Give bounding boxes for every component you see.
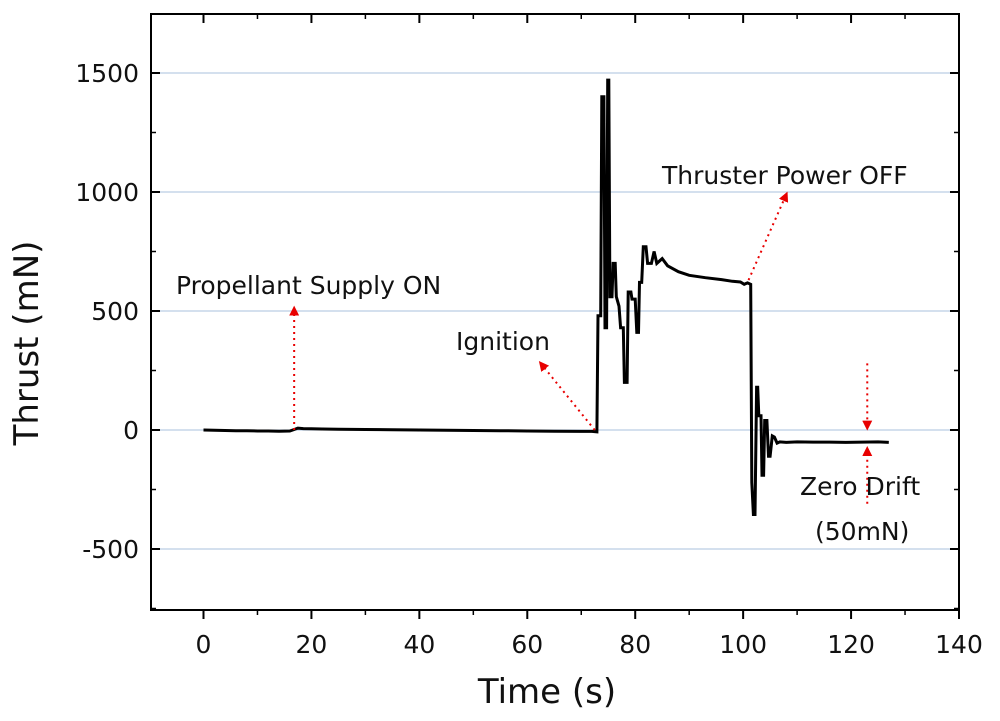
axis-ticks: [151, 14, 960, 619]
x-tick-label: 140: [935, 630, 983, 659]
plot-background: [151, 14, 959, 610]
x-axis-title: Time (s): [477, 672, 616, 712]
y-tick-label: -500: [82, 535, 139, 564]
x-tick-label: 80: [619, 630, 651, 659]
x-tick-labels: 0 20 40 60 80 100 120 140: [196, 630, 983, 659]
annotation-zero-drift: Zero Drift: [800, 472, 920, 501]
series-line-thrust: [203, 78, 889, 516]
annotation-arrow: [538, 361, 596, 431]
y-tick-label: 1000: [75, 178, 139, 207]
x-tick-label: 100: [719, 630, 767, 659]
y-tick-labels: -500 0 500 1000 1500: [75, 59, 139, 564]
x-tick-label: 120: [827, 630, 875, 659]
x-tick-label: 20: [296, 630, 328, 659]
annotation-zero-drift-value: (50mN): [815, 517, 909, 546]
x-tick-label: 60: [511, 630, 543, 659]
annotation-arrow: [747, 191, 789, 281]
annotation-propellant-supply-on: Propellant Supply ON: [176, 271, 441, 300]
y-tick-label: 500: [91, 297, 139, 326]
annotation-thruster-power-off: Thruster Power OFF: [661, 161, 908, 190]
x-tick-label: 0: [196, 630, 212, 659]
series-layer: [203, 78, 889, 516]
annotation-ignition: Ignition: [456, 327, 550, 356]
annotation-arrows: [289, 191, 873, 504]
y-tick-label: 0: [123, 416, 139, 445]
y-tick-label: 1500: [75, 59, 139, 88]
y-axis-title: Thrust (mN): [7, 241, 47, 447]
plot-frame: [150, 13, 960, 611]
x-tick-label: 40: [403, 630, 435, 659]
